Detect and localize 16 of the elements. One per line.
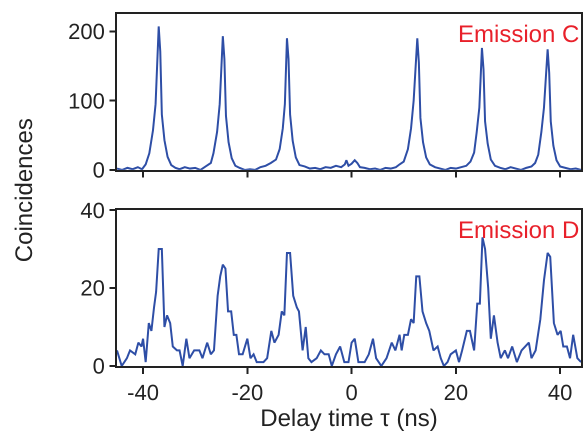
x-tick-label: -20 (231, 380, 264, 406)
y-tick-label: 200 (68, 19, 105, 44)
annotation: Emission D (458, 217, 580, 244)
line-series (117, 25, 581, 170)
y-axis-title: Coincidences (11, 118, 38, 262)
x-tick-label: 0 (345, 380, 358, 406)
y-tick-label: 20 (80, 276, 105, 301)
x-tick-label: 40 (548, 380, 572, 406)
x-axis-title: Delay time τ (ns) (260, 405, 438, 432)
annotation: Emission C (458, 21, 580, 48)
y-tick-label: 0 (92, 158, 105, 183)
y-tick-label: 40 (80, 198, 105, 223)
y-tick-label: 0 (92, 354, 105, 379)
x-tick-label: -40 (127, 380, 159, 406)
y-tick-label: 100 (68, 88, 105, 114)
x-tick-label: 20 (444, 380, 468, 406)
